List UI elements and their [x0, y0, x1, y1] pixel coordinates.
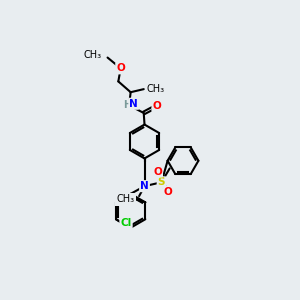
Text: O: O	[153, 167, 162, 176]
Text: CH₃: CH₃	[83, 50, 101, 60]
Text: N: N	[140, 181, 149, 191]
Text: N: N	[129, 99, 138, 109]
Text: CH₃: CH₃	[146, 84, 164, 94]
Text: O: O	[163, 187, 172, 196]
Text: S: S	[158, 177, 165, 187]
Text: CH₃: CH₃	[116, 194, 134, 204]
Text: O: O	[116, 63, 125, 73]
Text: Cl: Cl	[120, 218, 132, 228]
Text: O: O	[152, 101, 161, 111]
Text: H: H	[123, 100, 131, 110]
